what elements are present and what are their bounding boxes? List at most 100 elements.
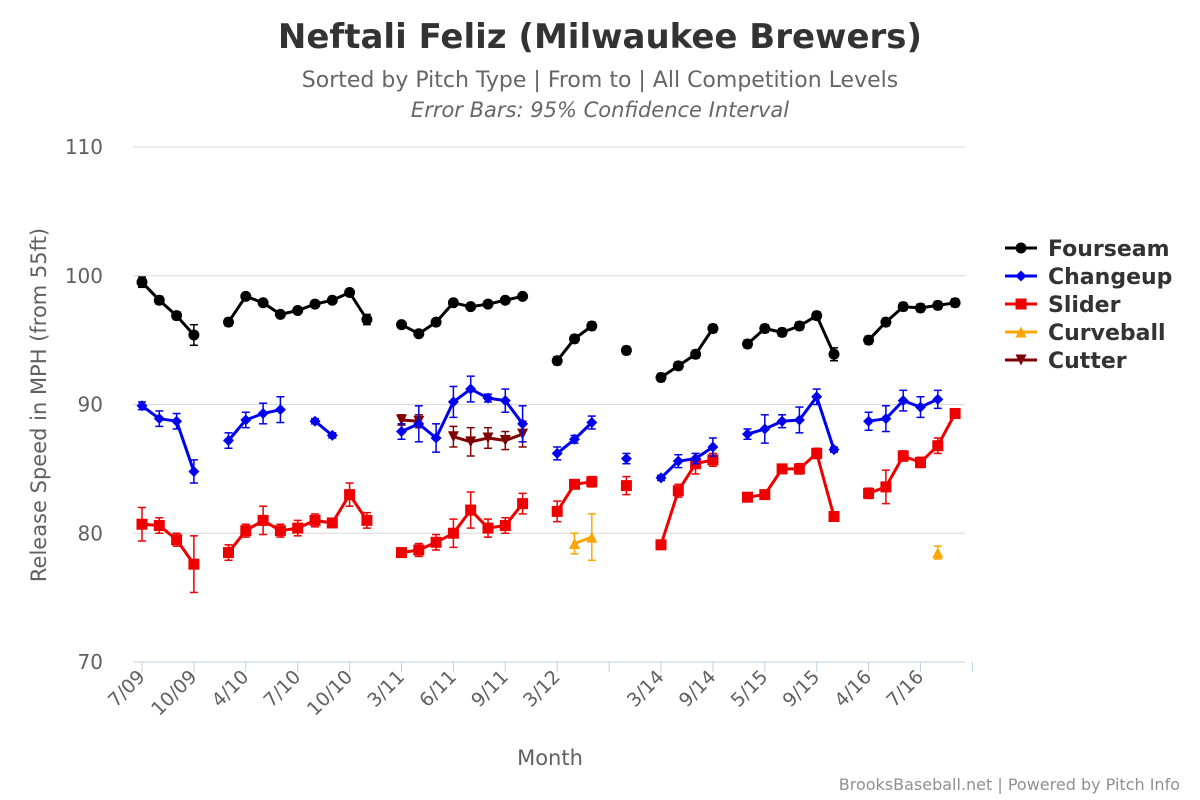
slider-point: [136, 518, 148, 530]
y-tick-label: 80: [78, 521, 103, 545]
fourseam-point: [223, 316, 234, 328]
changeup-point: [863, 415, 875, 427]
fourseam-point: [690, 348, 702, 360]
slider-point: [880, 481, 892, 493]
chart-title: Neftali Feliz (Milwaukee Brewers): [278, 17, 922, 57]
slider-point: [361, 514, 373, 526]
changeup-point: [897, 395, 909, 407]
fourseam-point: [153, 294, 165, 306]
slider-point: [482, 522, 494, 534]
fourseam-point: [707, 323, 719, 335]
changeup-point: [447, 396, 459, 408]
changeup-point: [153, 413, 165, 425]
slider-line: [868, 412, 957, 495]
fourseam-point: [828, 348, 840, 360]
changeup-point: [326, 429, 338, 441]
changeup-line: [659, 445, 714, 479]
x-tick-label: 6/11: [415, 666, 461, 712]
fourseam-line: [140, 281, 196, 337]
y-tick-label: 90: [78, 393, 103, 417]
changeup-point: [915, 401, 926, 413]
slider-point: [672, 485, 684, 497]
fourseam-point: [880, 316, 892, 328]
fourseam-point: [793, 320, 805, 332]
slider-point: [897, 450, 909, 462]
x-tick-label: 9/14: [675, 666, 721, 712]
slider-point: [309, 514, 321, 526]
legend-item-changeup[interactable]: Changeup: [1005, 265, 1172, 290]
fourseam-point: [776, 326, 788, 338]
fourseam-point: [569, 333, 580, 345]
legend-item-curveball[interactable]: Curveball: [1005, 321, 1166, 346]
slider-point: [793, 463, 805, 475]
changeup-point: [880, 413, 892, 425]
x-tick-label: 7/10: [260, 666, 306, 712]
legend-item-cutter[interactable]: Cutter: [1005, 349, 1127, 374]
slider-point: [396, 547, 407, 559]
changeup-point: [707, 441, 719, 453]
slider-point: [742, 491, 753, 503]
fourseam-point: [361, 314, 373, 326]
fourseam-point: [620, 344, 632, 356]
slider-point: [811, 447, 823, 459]
fourseam-point: [188, 329, 200, 341]
slider-point: [465, 504, 477, 516]
x-tick-label: 7/09: [104, 666, 150, 712]
slider-point: [828, 511, 840, 523]
slider-point: [171, 534, 183, 546]
fourseam-point: [465, 301, 477, 313]
fourseam-point: [292, 305, 304, 317]
fourseam-point: [811, 310, 823, 322]
slider-point: [499, 520, 511, 532]
fourseam-point: [396, 319, 407, 331]
slider-point: [620, 480, 632, 492]
changeup-point: [499, 395, 511, 407]
legend-label: Slider: [1048, 293, 1121, 318]
legend-marker: [1015, 298, 1027, 310]
fourseam-line: [660, 327, 715, 379]
fourseam-point: [863, 334, 875, 346]
slider-line: [747, 451, 836, 517]
x-tick-label: 3/12: [519, 666, 565, 712]
changeup-point: [742, 428, 753, 440]
legend-item-slider[interactable]: Slider: [1005, 293, 1121, 318]
legend[interactable]: Fourseam Changeup Slider Curveball Cutter: [1005, 237, 1172, 374]
fourseam-point: [309, 298, 321, 310]
cutter-point: [447, 431, 459, 443]
changeup-line: [141, 404, 196, 472]
slider-point: [413, 544, 425, 556]
curveball-point: [932, 547, 944, 559]
slider-point: [759, 489, 771, 501]
changeup-point: [672, 455, 684, 467]
y-tick-label: 100: [65, 264, 103, 288]
changeup-point: [274, 404, 286, 416]
changeup-point: [620, 453, 632, 465]
legend-marker: [1015, 242, 1027, 254]
credits[interactable]: BrooksBaseball.net | Powered by Pitch In…: [839, 775, 1180, 794]
changeup-point: [309, 415, 321, 427]
fourseam-point: [171, 310, 183, 322]
changeup-point: [655, 472, 667, 484]
slider-point: [274, 525, 286, 537]
y-axis-title: Release Speed in MPH (from 55ft): [27, 228, 51, 582]
cutter-point: [396, 414, 407, 426]
slider-point: [430, 536, 442, 548]
legend-item-fourseam[interactable]: Fourseam: [1005, 237, 1170, 262]
slider-point: [776, 463, 788, 475]
changeup-point: [136, 400, 148, 412]
y-tick-label: 70: [78, 650, 103, 674]
fourseam-point: [949, 297, 961, 309]
slider-point: [153, 520, 165, 532]
changeup-point: [171, 415, 183, 427]
changeup-point: [517, 418, 529, 430]
changeup-point: [482, 392, 494, 404]
changeup-point: [828, 444, 840, 456]
x-axis-title: Month: [517, 746, 583, 770]
slider-point: [932, 440, 944, 452]
slider-point: [569, 478, 580, 490]
series-curveball: [569, 513, 944, 562]
series-slider: [136, 408, 961, 594]
fourseam-point: [240, 290, 252, 302]
series-changeup: [136, 375, 944, 484]
